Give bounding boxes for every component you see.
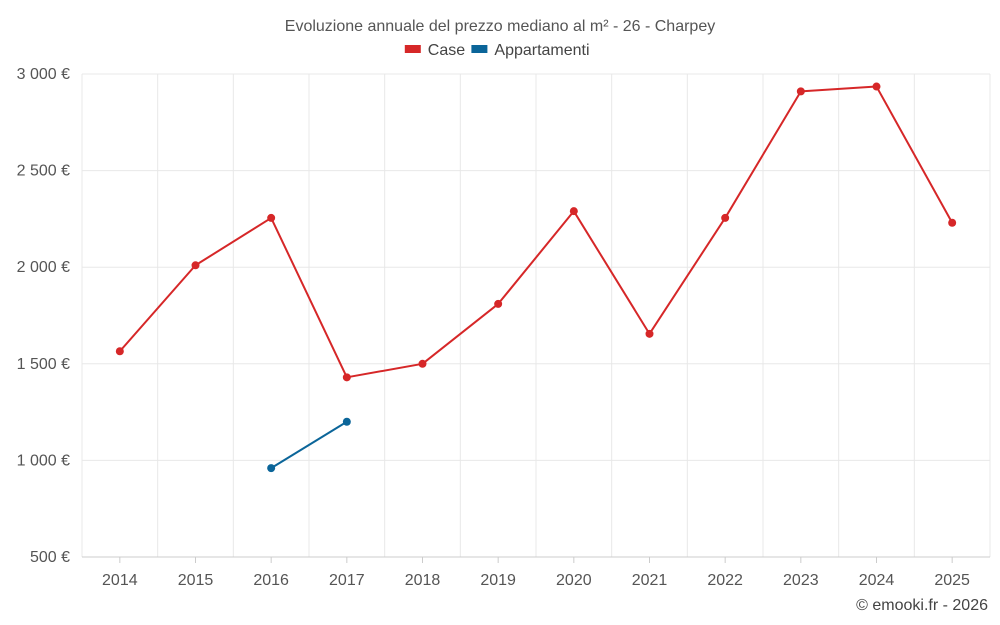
- x-tick-label: 2016: [253, 572, 289, 589]
- y-tick-label: 500 €: [30, 549, 70, 566]
- data-point-case: [191, 261, 200, 270]
- legend-label-case: Case: [428, 42, 465, 59]
- y-tick-label: 1 500 €: [17, 356, 70, 373]
- x-tick-label: 2017: [329, 572, 365, 589]
- legend-swatch-case: [404, 45, 421, 53]
- data-point-case: [569, 207, 578, 216]
- legend-label-appartamenti: Appartamenti: [494, 42, 589, 59]
- x-tick-label: 2022: [707, 572, 743, 589]
- legend-swatch-appartamenti: [471, 45, 488, 53]
- series-line-case: [119, 85, 954, 379]
- data-point-case: [948, 218, 957, 227]
- chart-title: Evoluzione annuale del prezzo mediano al…: [285, 18, 715, 35]
- y-tick-label: 3 000 €: [17, 66, 70, 83]
- data-point-case: [796, 87, 805, 96]
- series-layer: [115, 82, 957, 473]
- x-tick-label: 2025: [934, 572, 970, 589]
- data-point-case: [342, 373, 351, 382]
- x-tick-label: 2019: [480, 572, 516, 589]
- y-tick-label: 2 000 €: [17, 259, 70, 276]
- x-tick-label: 2018: [405, 572, 441, 589]
- data-point-appartamenti: [342, 417, 351, 426]
- x-tick-label: 2015: [178, 572, 214, 589]
- data-point-case: [721, 213, 730, 222]
- y-tick-label: 2 500 €: [17, 163, 70, 180]
- data-point-case: [115, 347, 124, 356]
- data-point-case: [645, 329, 654, 338]
- x-tick-label: 2020: [556, 572, 592, 589]
- legend: Case Appartamenti: [404, 42, 590, 59]
- data-point-case: [494, 299, 503, 308]
- data-point-case: [872, 82, 881, 91]
- x-tick-label: 2021: [632, 572, 668, 589]
- credit-text: © emooki.fr - 2026: [856, 597, 988, 614]
- x-tick-label: 2024: [859, 572, 895, 589]
- y-axis: 500 € 1 000 € 1 500 € 2 000 € 2 500 € 3 000 €: [17, 66, 70, 566]
- y-tick-label: 1 000 €: [17, 452, 70, 469]
- data-point-appartamenti: [267, 464, 276, 473]
- data-point-case: [267, 213, 276, 222]
- grid: [81, 73, 991, 557]
- x-tick-label: 2014: [102, 572, 138, 589]
- series-line-appartamenti: [270, 420, 348, 469]
- data-point-case: [418, 359, 427, 368]
- x-tick-label: 2023: [783, 572, 819, 589]
- x-axis: 2014 2015 2016 2017 2018 2019 2020 2021 2022 2023…: [82, 556, 990, 589]
